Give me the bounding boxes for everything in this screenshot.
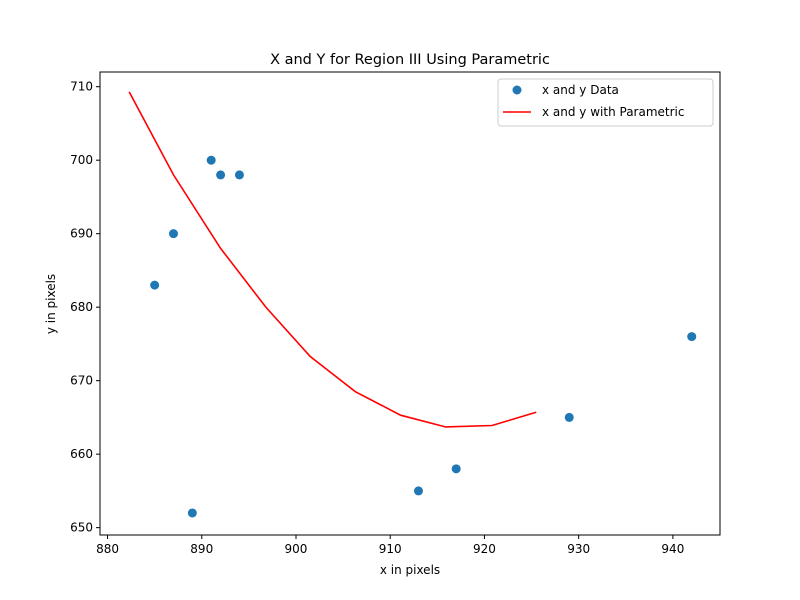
x-tick-label: 900 [285, 542, 308, 556]
chart-title: X and Y for Region III Using Parametric [270, 52, 550, 68]
legend: x and y Data x and y with Parametric [497, 78, 714, 127]
x-tick-label: 930 [567, 542, 590, 556]
y-tick-label: 670 [70, 374, 93, 388]
data-point [168, 229, 178, 239]
data-point [150, 280, 160, 290]
data-point [206, 155, 216, 165]
x-tick-label: 940 [661, 542, 684, 556]
data-point [187, 508, 197, 518]
legend-label-scatter: x and y Data [542, 83, 619, 97]
x-tick-label: 920 [473, 542, 496, 556]
data-point [413, 486, 423, 496]
data-point [234, 170, 244, 180]
x-tick-label: 890 [190, 542, 213, 556]
y-tick-label: 680 [70, 300, 93, 314]
legend-label-line: x and y with Parametric [542, 105, 684, 119]
y-tick-label: 660 [70, 447, 93, 461]
legend-box [497, 78, 714, 127]
series-line-parametric [128, 91, 537, 428]
y-tick-label: 700 [70, 153, 93, 167]
x-axis-label: x in pixels [380, 563, 440, 577]
y-tick-label: 710 [70, 80, 93, 94]
axes-frame [99, 71, 721, 536]
data-point [687, 332, 697, 342]
y-tick-label: 650 [70, 521, 93, 535]
data-point [216, 170, 226, 180]
legend-marker-scatter [512, 85, 522, 95]
plot-area: 880 890 900 910 920 930 940 650 660 670 680 690 700 7… [70, 71, 721, 556]
x-tick-label: 910 [379, 542, 402, 556]
data-point [451, 464, 461, 474]
data-point [564, 412, 574, 422]
y-axis-label: y in pixels [44, 274, 58, 334]
y-tick-label: 690 [70, 227, 93, 241]
x-tick-label: 880 [96, 542, 119, 556]
